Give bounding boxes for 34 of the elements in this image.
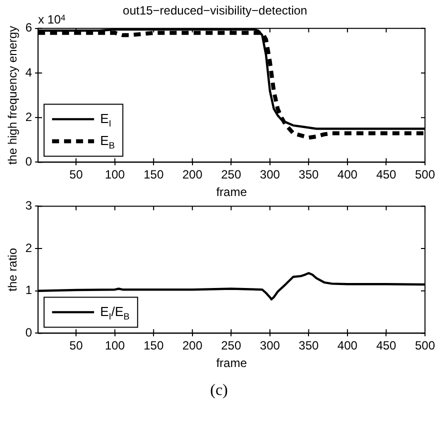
x-tick-label: 500: [414, 168, 436, 182]
x-tick-label: 150: [144, 168, 164, 182]
text: (c): [209, 382, 229, 400]
x-tick-label: 400: [337, 338, 358, 353]
y-tick-label: 2: [25, 110, 32, 124]
x-tick-label: 100: [104, 168, 126, 182]
x-tick-label: 50: [69, 168, 84, 182]
x-tick-label: 350: [298, 338, 320, 353]
x-tick-label: 200: [182, 168, 203, 182]
y-tick-label: 2: [25, 240, 32, 255]
x-tick-label: 300: [260, 338, 280, 353]
y-tick-label: 3: [25, 198, 32, 213]
x-tick-label: 50: [69, 338, 84, 353]
x-tick-label: 100: [104, 338, 126, 353]
x-tick-label: 450: [376, 168, 397, 182]
y-axis-title: the ratio: [6, 248, 20, 292]
x-tick-label: 150: [144, 338, 164, 353]
x-tick-label: 450: [376, 338, 397, 353]
x-tick-label: 350: [298, 168, 320, 182]
y-axis-title: the high frequency energy: [6, 26, 20, 165]
x-tick-label: 500: [414, 338, 436, 353]
x-axis-title: frame: [216, 356, 248, 370]
y-tick-label: 0: [25, 154, 32, 169]
y-tick-label: 0: [25, 326, 32, 340]
y-tick-label: 1: [25, 283, 32, 298]
y-tick-label: 6: [25, 20, 32, 35]
x-tick-label: 400: [337, 168, 358, 182]
x-axis-title: frame: [216, 185, 248, 200]
x-tick-label: 300: [260, 168, 280, 182]
y-tick-label: 4: [25, 65, 32, 80]
x-tick-label: 250: [221, 168, 242, 182]
x-tick-label: 200: [182, 338, 203, 353]
chart-title: out15−reduced−visibility−detection: [122, 4, 308, 18]
x-tick-label: 250: [221, 338, 242, 353]
